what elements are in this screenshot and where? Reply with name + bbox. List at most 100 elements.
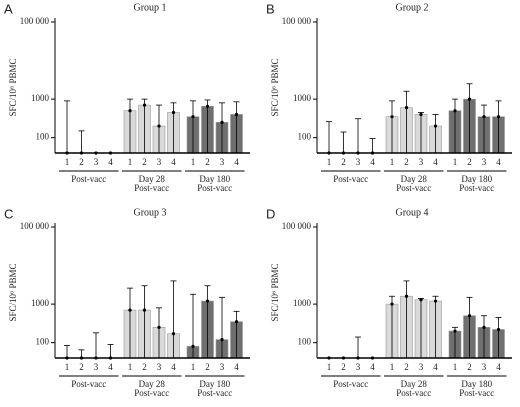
x-tick-label: 1 <box>390 362 395 372</box>
median-dot <box>390 302 394 306</box>
median-dot <box>171 332 176 336</box>
group-label: Post-vacc <box>333 379 368 389</box>
x-tick-label: 3 <box>157 157 162 167</box>
x-tick-label: 3 <box>220 362 225 372</box>
y-tick-label: 100 000 <box>20 16 50 26</box>
chart-title: Group 3 <box>133 207 166 218</box>
y-tick-label: 100 000 <box>20 221 50 231</box>
x-tick-label: 3 <box>356 362 361 372</box>
x-tick-label: 1 <box>390 157 395 167</box>
panel-letter: D <box>266 206 275 221</box>
x-tick-label: 4 <box>433 362 438 372</box>
x-tick-label: 4 <box>171 157 176 167</box>
median-dot <box>390 115 394 119</box>
group-label: Day 28 <box>401 379 428 389</box>
median-dot <box>234 112 239 117</box>
x-tick-label: 4 <box>108 362 113 372</box>
x-tick-label: 3 <box>419 362 424 372</box>
x-tick-label: 4 <box>171 362 176 372</box>
group-label: Day 180 <box>199 379 230 389</box>
x-tick-label: 2 <box>142 157 147 167</box>
median-dot <box>142 308 147 312</box>
median-dot <box>171 110 176 115</box>
x-tick-label: 4 <box>370 157 375 167</box>
x-tick-label: 1 <box>65 362 70 372</box>
group-label: Post-vacc <box>396 183 431 193</box>
panel-letter: A <box>4 1 13 16</box>
x-tick-label: 2 <box>341 157 346 167</box>
y-tick-label: 100 <box>298 132 312 142</box>
group-label: Post-vacc <box>71 174 106 184</box>
median-dot <box>453 329 457 333</box>
median-dot <box>128 109 132 113</box>
y-tick-label: 100 <box>298 337 312 347</box>
group-label: Day 180 <box>461 174 492 184</box>
group-label: Post-vacc <box>197 183 232 193</box>
x-tick-label: 3 <box>482 362 487 372</box>
x-tick-label: 3 <box>157 362 162 372</box>
y-axis-label: SFC/10⁶ PBMC <box>270 59 280 117</box>
median-dot <box>234 320 239 324</box>
median-dot <box>220 338 224 342</box>
x-tick-label: 4 <box>234 157 239 167</box>
median-dot <box>191 344 195 348</box>
median-dot <box>220 120 224 124</box>
y-tick-label: 1000 <box>31 298 50 308</box>
x-tick-label: 2 <box>404 362 409 372</box>
y-tick-label: 1000 <box>31 93 50 103</box>
x-tick-label: 3 <box>419 157 424 167</box>
y-tick-label: 100 <box>36 337 50 347</box>
median-dot <box>482 115 486 119</box>
y-tick-label: 1000 <box>293 93 312 103</box>
x-tick-label: 1 <box>128 157 133 167</box>
group-label: Post-vacc <box>197 388 232 398</box>
median-dot <box>404 294 409 298</box>
median-dot <box>496 115 501 119</box>
group-label: Post-vacc <box>71 379 106 389</box>
median-dot <box>205 299 210 303</box>
median-dot <box>453 109 457 113</box>
group-label: Day 28 <box>139 379 166 389</box>
group-label: Day 180 <box>461 379 492 389</box>
y-tick-label: 100 000 <box>282 16 312 26</box>
x-tick-label: 2 <box>467 362 472 372</box>
chart-title: Group 2 <box>395 2 428 13</box>
group-label: Post-vacc <box>459 183 494 193</box>
x-tick-label: 2 <box>341 362 346 372</box>
median-dot <box>467 97 472 101</box>
group-label: Post-vacc <box>459 388 494 398</box>
x-tick-label: 2 <box>205 362 210 372</box>
median-dot <box>419 298 423 302</box>
median-dot <box>433 299 438 303</box>
group-label: Post-vacc <box>333 174 368 184</box>
x-tick-label: 2 <box>142 362 147 372</box>
median-dot <box>128 308 132 312</box>
median-dot <box>142 103 147 107</box>
median-dot <box>496 327 501 332</box>
chart-title: Group 1 <box>133 2 166 13</box>
median-dot <box>191 115 195 119</box>
median-dot <box>482 325 486 329</box>
panel-letter: C <box>4 206 13 221</box>
x-tick-label: 1 <box>128 362 133 372</box>
group-label: Day 180 <box>199 174 230 184</box>
x-tick-label: 2 <box>404 157 409 167</box>
x-tick-label: 4 <box>370 362 375 372</box>
median-dot <box>157 325 161 329</box>
y-tick-label: 100 <box>36 132 50 142</box>
group-label: Post-vacc <box>134 388 169 398</box>
x-tick-label: 4 <box>108 157 113 167</box>
x-tick-label: 3 <box>482 157 487 167</box>
x-tick-label: 4 <box>496 157 501 167</box>
x-tick-label: 3 <box>94 157 99 167</box>
x-tick-label: 2 <box>79 362 84 372</box>
x-tick-label: 4 <box>433 157 438 167</box>
x-tick-label: 3 <box>220 157 225 167</box>
group-label: Post-vacc <box>134 183 169 193</box>
x-tick-label: 1 <box>191 157 196 167</box>
